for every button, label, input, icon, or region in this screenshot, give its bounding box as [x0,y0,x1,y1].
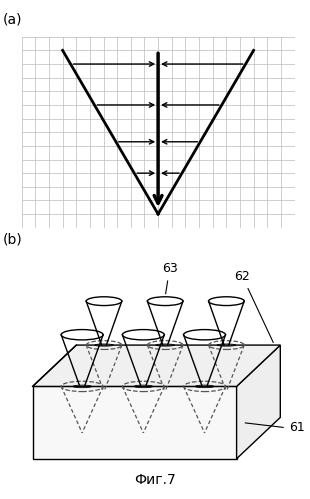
Text: 62: 62 [235,270,273,342]
Polygon shape [237,345,280,459]
Text: Фиг.7: Фиг.7 [134,473,176,487]
Text: 63: 63 [162,262,177,294]
Text: 61: 61 [289,421,305,434]
Polygon shape [33,386,237,459]
Text: (b): (b) [3,232,23,246]
Text: (a): (a) [3,12,23,26]
Polygon shape [33,345,280,386]
